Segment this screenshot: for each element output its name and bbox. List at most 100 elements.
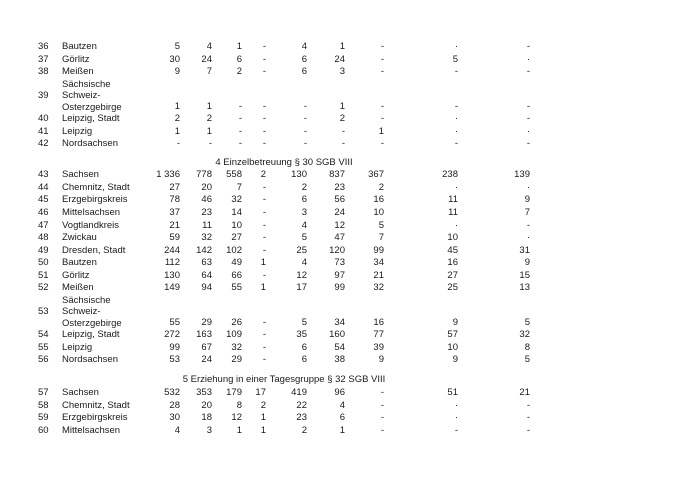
value-cell: · [454,113,458,125]
row-number: 38 [38,66,49,78]
region-name-line: Osterzgebirge [62,317,122,329]
value-cell: 49 [231,257,242,269]
value-cell: - [262,194,266,206]
value-cell: 5 [174,41,180,52]
value-cell: 5 [524,354,530,366]
table-row: 39 Sächsische Schweiz- Osterzgebirge 1 1 - - - 1 -… [38,79,530,114]
value-cell: 3 [301,206,307,218]
section-header-row: 4 Einzelbetreuung § 30 SGB VIII [38,157,530,170]
value-cell: - [262,354,266,366]
value-cell: 1 [260,257,266,269]
row-number: 45 [38,194,49,206]
section-header: 4 Einzelbetreuung § 30 SGB VIII [215,156,353,168]
value-cell: 32 [201,232,212,244]
value-cell: · [454,181,458,193]
value-cell: 11 [202,219,212,231]
table-row: 50 Bautzen 112 63 49 1 4 73 34 16 9 [38,257,530,270]
value-cell: 9 [524,257,530,269]
value-cell: 66 [231,269,242,281]
value-cell: - [526,66,530,78]
value-cell: 35 [296,329,307,341]
value-cell: - [238,113,242,125]
value-cell: 30 [169,53,180,65]
value-cell: 26 [231,316,242,328]
region-name: Sächsische Schweiz- Osterzgebirge [62,79,147,114]
value-cell: 23 [201,206,212,218]
table-row: 41 Leipzig 1 1 - - - - 1 · · [38,126,530,139]
row-number: 43 [38,169,49,181]
value-cell: - [303,100,307,112]
region-name: Bautzen [62,257,97,269]
value-cell: 5 [524,316,530,328]
value-cell: 2 [339,113,345,125]
row-number: 53 [38,305,49,317]
section-header: 5 Erziehung in einer Tagesgruppe § 32 SG… [182,374,386,386]
region-name: Leipzig, Stadt [62,329,120,341]
region-name-line: Sächsische [62,78,111,90]
value-cell: 8 [524,341,530,353]
value-cell: 9 [452,354,458,366]
table-row: 52 Meißen 149 94 55 1 17 99 32 25 13 [38,282,530,295]
value-cell: 27 [169,181,180,193]
row-number: 57 [38,386,49,398]
value-cell: 3 [206,424,212,436]
value-cell: - [262,206,266,218]
region-name: Nordsachsen [62,138,118,150]
row-number: 59 [38,412,49,424]
region-name: Meißen [62,66,94,78]
row-number: 51 [38,269,49,281]
value-cell: 21 [169,219,180,231]
value-cell: 53 [169,354,180,366]
value-cell: 94 [201,282,212,294]
value-cell: - [380,138,384,150]
value-cell: 367 [368,169,384,181]
value-cell: 11 [448,206,458,218]
value-cell: 1 [236,424,242,436]
value-cell: 2 [236,66,242,78]
value-cell: 37 [169,206,180,218]
table-row: 56 Nordsachsen 53 24 29 - 6 38 9 9 5 [38,354,530,367]
value-cell: 1 [339,100,345,112]
value-cell: - [380,386,384,398]
region-name: Leipzig [62,341,93,353]
value-cell: 419 [291,386,307,398]
value-cell: 532 [164,386,180,398]
value-cell: 10 [373,206,384,218]
value-cell: - [380,424,384,436]
value-cell: 45 [447,244,458,256]
value-cell: 353 [196,386,212,398]
value-cell: 2 [206,113,212,125]
value-cell: 10 [447,341,458,353]
region-name-line: Schweiz- [62,306,101,318]
value-cell: 1 [260,282,266,294]
value-cell: 11 [448,194,458,206]
table-row: 51 Görlitz 130 64 66 - 12 97 21 27 15 [38,270,530,283]
value-cell: 24 [201,354,212,366]
region-name: Sächsische Schweiz- Osterzgebirge [62,295,147,330]
table-row: 38 Meißen 9 7 2 - 6 3 - - - [38,66,530,79]
table-row: 42 Nordsachsen - - - - - - - - - [38,138,530,151]
value-cell: 179 [226,386,242,398]
row-number: 47 [38,219,49,231]
value-cell: - [262,181,266,193]
value-cell: 7 [236,181,242,193]
value-cell: - [303,113,307,125]
value-cell: 97 [334,269,345,281]
value-cell: - [380,113,384,125]
value-cell: 238 [442,169,458,181]
value-cell: 6 [301,53,307,65]
value-cell: 54 [334,341,345,353]
region-name: Nordsachsen [62,354,118,366]
value-cell: 12 [296,269,307,281]
value-cell: 9 [378,354,384,366]
value-cell: 5 [378,219,384,231]
table-row: 47 Vogtlandkreis 21 11 10 - 4 12 5 · - [38,220,530,233]
region-name: Chemnitz, Stadt [62,399,130,411]
table-row: 45 Erzgebirgskreis 78 46 32 - 6 56 16 11 9 [38,194,530,207]
value-cell: 23 [296,412,307,424]
table-row: 36 Bautzen 5 4 1 - 4 1 - · - [38,41,530,54]
value-cell: 12 [231,412,242,424]
value-cell: 99 [334,282,345,294]
row-number: 41 [38,125,49,137]
value-cell: 20 [201,399,212,411]
